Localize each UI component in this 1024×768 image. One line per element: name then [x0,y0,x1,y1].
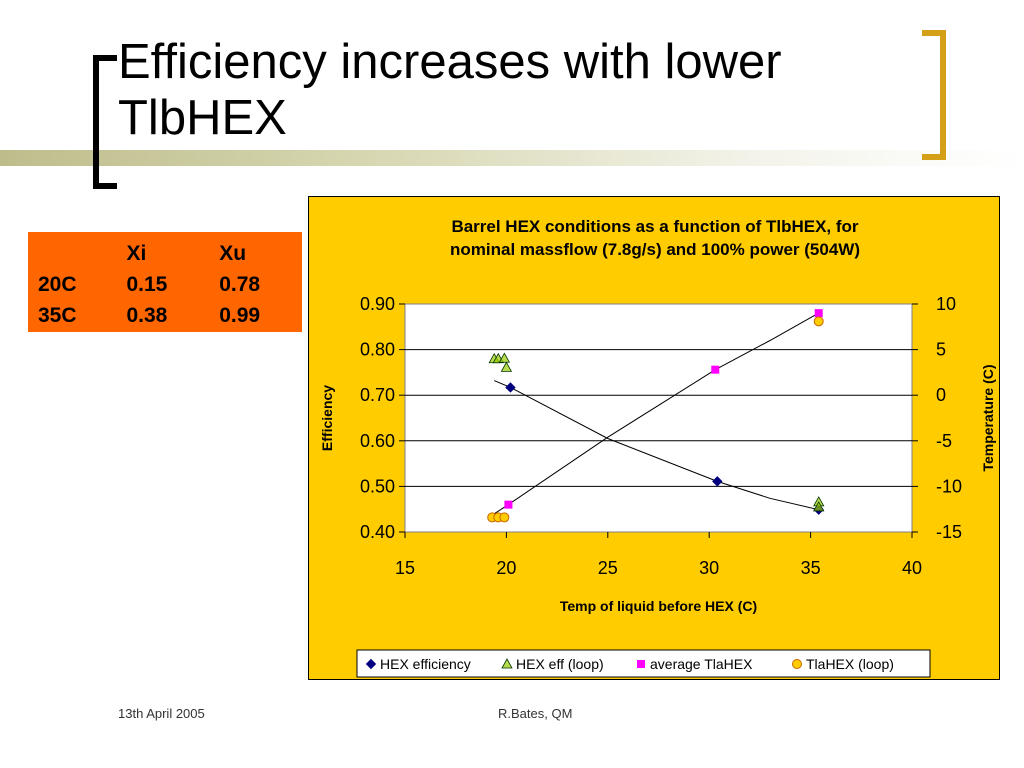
title-underline-band [0,150,1024,166]
footer-date: 13th April 2005 [118,706,205,721]
legend-marker [501,658,513,669]
y-tick-label: 0.90 [360,294,395,314]
x-tick-label: 30 [699,558,719,578]
chart-title: nominal massflow (7.8g/s) and 100% power… [450,240,860,259]
legend-marker [365,658,377,670]
legend-label: HEX eff (loop) [516,656,604,672]
chart-container: Barrel HEX conditions as a function of T… [308,196,1000,680]
table-row: 35C 0.38 0.99 [28,301,302,332]
table-cell: 0.38 [126,304,168,328]
y-axis-label: Efficiency [319,385,335,451]
legend-marker [637,660,645,668]
table-row: 20C 0.15 0.78 [28,270,302,301]
table-cell: 0.78 [219,273,261,297]
chart-legend: HEX efficiency HEX eff (loop) average TlaH… [356,649,931,678]
y2-tick-label: -10 [936,476,962,496]
footer-author: R.Bates, QM [498,706,573,721]
data-point-triangle [813,501,825,512]
y2-tick-label: -15 [936,522,962,542]
chart-svg: Barrel HEX conditions as a function of T… [319,217,996,678]
right-bracket-decoration [922,30,946,160]
y-tick-label: 0.50 [360,476,395,496]
data-table: Xi Xu 20C 0.15 0.78 35C 0.38 0.99 [28,232,302,332]
legend-label: TlaHEX (loop) [806,656,894,672]
legend-marker [792,659,802,669]
data-point-square [814,309,823,318]
table-header-cell: Xi [126,241,147,265]
data-point-square [504,500,513,509]
table-cell: 20C [38,273,77,297]
x-tick-label: 25 [598,558,618,578]
table-cell: 0.99 [219,304,261,328]
x-axis-label: Temp of liquid before HEX (C) [560,598,757,614]
data-point-diamond [505,382,516,393]
chart-title: Barrel HEX conditions as a function of T… [451,217,858,236]
table-header-row: Xi Xu [28,232,302,270]
y-tick-label: 0.80 [360,340,395,360]
y-tick-label: 0.70 [360,385,395,405]
plot-area [404,303,913,533]
table-header-cell [28,232,116,270]
legend-label: HEX efficiency [380,656,471,672]
data-point-circle [499,512,510,523]
y-tick-label: 0.40 [360,522,395,542]
table-cell: 35C [38,304,77,328]
legend-label: average TlaHEX [650,656,753,672]
data-point-circle [813,316,824,327]
data-point-triangle [500,361,513,372]
data-point-diamond [712,476,723,487]
table-header-cell: Xu [219,241,247,265]
table-cell: 0.15 [126,273,168,297]
left-bracket-decoration [93,55,117,189]
x-tick-label: 40 [902,558,922,578]
y2-tick-label: -5 [936,431,952,451]
y2-tick-label: 10 [936,294,956,314]
y2-axis-label: Temperature (C) [980,364,996,471]
y-tick-label: 0.60 [360,431,395,451]
x-tick-label: 35 [801,558,821,578]
y2-tick-label: 0 [936,385,946,405]
x-tick-label: 15 [395,558,415,578]
data-point-triangle [498,352,511,363]
y2-tick-label: 5 [936,340,946,360]
data-point-square [711,365,720,374]
x-tick-label: 20 [496,558,516,578]
slide-title: Efficiency increases with lower TlbHEX [118,34,918,146]
